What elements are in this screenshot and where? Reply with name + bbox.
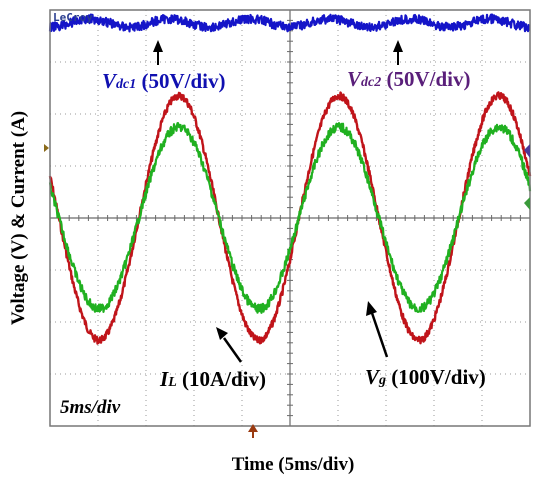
vdc1-arrowhead	[153, 40, 163, 52]
vg-annotation: Vg (100V/div)	[365, 301, 486, 389]
ch-marker-right-2	[524, 197, 530, 210]
il-arrowhead	[216, 327, 228, 340]
y-axis-label: Voltage (V) & Current (A)	[8, 111, 29, 325]
vdc2-symbol: V	[347, 67, 363, 91]
vdc1-subscript: dc1	[116, 77, 136, 92]
vg-subscript: g	[378, 373, 386, 388]
il-symbol: I	[159, 367, 169, 391]
svg-text:IL (10A/div): IL (10A/div)	[159, 367, 266, 391]
traces	[48, 13, 532, 345]
svg-text:Vdc2 (50V/div): Vdc2 (50V/div)	[347, 67, 470, 91]
plot-frame	[49, 9, 531, 427]
vg-scale: (100V/div)	[391, 365, 486, 389]
vdc1-annotation: Vdc1 (50V/div)	[102, 40, 225, 93]
vdc-trace	[48, 13, 531, 33]
il-scale: (10A/div)	[182, 367, 266, 391]
svg-text:Vg (100V/div): Vg (100V/div)	[365, 365, 486, 389]
il-subscript: L	[167, 375, 177, 390]
vg-trace	[48, 122, 532, 314]
svg-text:Vdc1 (50V/div): Vdc1 (50V/div)	[102, 69, 225, 93]
vg-symbol: V	[365, 365, 381, 389]
x-axis-label: Time (5ms/div)	[232, 454, 355, 475]
grid	[49, 9, 531, 427]
vdc2-arrowhead	[393, 40, 403, 52]
vdc1-scale: (50V/div)	[141, 69, 225, 93]
vg-arrow	[370, 312, 389, 358]
ch-marker-left	[44, 144, 49, 152]
vdc2-subscript: dc2	[361, 75, 381, 90]
timebase-label: 5ms/div	[60, 397, 121, 418]
vdc1-symbol: V	[102, 69, 118, 93]
vdc2-scale: (50V/div)	[386, 67, 470, 91]
ch-marker-right-1	[524, 144, 530, 158]
vdc2-annotation: Vdc2 (50V/div)	[347, 40, 470, 91]
il-annotation: IL (10A/div)	[159, 327, 266, 391]
il-trace	[48, 91, 532, 345]
trigger-marker	[248, 424, 258, 438]
vg-arrowhead	[366, 301, 377, 316]
scope-brand: LeCroy	[53, 11, 93, 24]
il-arrow	[222, 337, 243, 363]
